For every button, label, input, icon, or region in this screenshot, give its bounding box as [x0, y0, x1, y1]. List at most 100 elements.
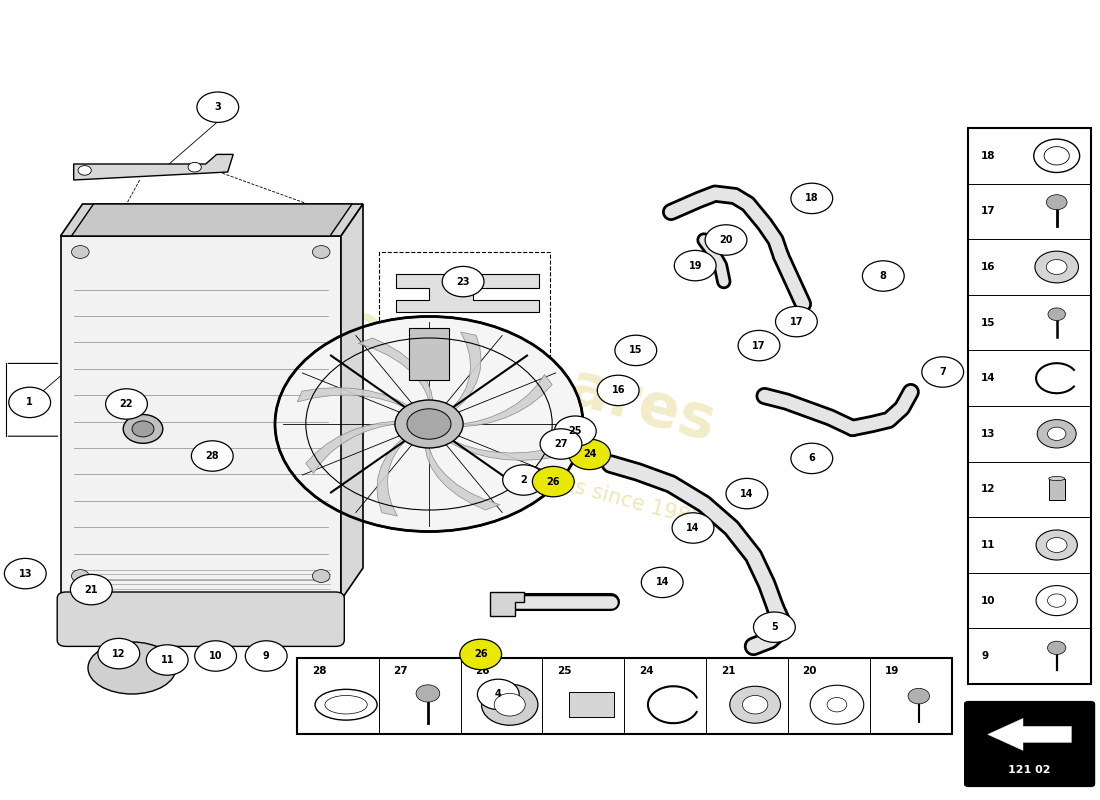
Text: 9: 9 [263, 651, 270, 661]
Text: 21: 21 [85, 585, 98, 594]
Polygon shape [306, 422, 396, 474]
Text: a passion for parts since 1985: a passion for parts since 1985 [395, 430, 705, 530]
Ellipse shape [275, 317, 583, 531]
Text: 15: 15 [629, 346, 642, 355]
Circle shape [862, 261, 904, 291]
Circle shape [477, 679, 519, 710]
Circle shape [811, 686, 864, 724]
Text: 15: 15 [981, 318, 996, 328]
Text: 24: 24 [639, 666, 653, 676]
Text: 3: 3 [214, 102, 221, 112]
Text: 6: 6 [808, 454, 815, 463]
Text: 12: 12 [981, 484, 996, 494]
Circle shape [1046, 194, 1067, 210]
Circle shape [754, 612, 795, 642]
Circle shape [726, 478, 768, 509]
Circle shape [146, 645, 188, 675]
Circle shape [1048, 308, 1066, 321]
Text: 10: 10 [981, 595, 996, 606]
Circle shape [1036, 586, 1077, 616]
Text: 28: 28 [206, 451, 219, 461]
Polygon shape [490, 592, 524, 616]
Circle shape [791, 183, 833, 214]
Circle shape [106, 389, 147, 419]
Text: 21: 21 [720, 666, 735, 676]
Circle shape [312, 246, 330, 258]
Text: 19: 19 [884, 666, 899, 676]
Circle shape [597, 375, 639, 406]
Circle shape [4, 558, 46, 589]
Circle shape [78, 166, 91, 175]
Bar [297, 658, 952, 734]
Circle shape [1047, 594, 1066, 607]
Circle shape [554, 416, 596, 446]
Ellipse shape [315, 690, 377, 720]
Text: 26: 26 [474, 650, 487, 659]
Text: 16: 16 [981, 262, 996, 272]
Circle shape [195, 641, 236, 671]
Circle shape [540, 429, 582, 459]
Ellipse shape [324, 695, 367, 714]
Text: eurospares: eurospares [333, 298, 723, 454]
Polygon shape [450, 440, 561, 460]
Polygon shape [297, 388, 408, 408]
Circle shape [729, 686, 781, 723]
Polygon shape [74, 154, 233, 180]
Bar [379, 252, 550, 364]
Text: 17: 17 [752, 341, 766, 350]
Text: 17: 17 [790, 317, 803, 326]
Polygon shape [359, 338, 433, 401]
Text: 28: 28 [311, 666, 327, 676]
Text: 13: 13 [19, 569, 32, 578]
Circle shape [1036, 530, 1077, 560]
Text: 27: 27 [554, 439, 568, 449]
Circle shape [674, 250, 716, 281]
Circle shape [1044, 146, 1069, 165]
Text: 13: 13 [981, 429, 996, 438]
FancyBboxPatch shape [965, 702, 1094, 786]
Text: 17: 17 [981, 206, 996, 217]
Polygon shape [988, 718, 1071, 750]
Ellipse shape [395, 400, 463, 448]
Circle shape [1035, 251, 1078, 283]
Circle shape [72, 246, 89, 258]
Circle shape [132, 421, 154, 437]
Polygon shape [341, 204, 363, 600]
Circle shape [1034, 139, 1079, 173]
Text: 23: 23 [456, 277, 470, 286]
Bar [1048, 478, 1065, 500]
Text: 22: 22 [120, 399, 133, 409]
Text: 14: 14 [686, 523, 700, 533]
Text: 121 02: 121 02 [1009, 765, 1050, 774]
Text: 18: 18 [805, 194, 818, 203]
Circle shape [70, 574, 112, 605]
Text: 14: 14 [740, 489, 754, 498]
Circle shape [791, 443, 833, 474]
Polygon shape [60, 204, 363, 236]
Circle shape [1046, 538, 1067, 553]
Polygon shape [409, 328, 449, 380]
Circle shape [503, 465, 544, 495]
Circle shape [922, 357, 964, 387]
Polygon shape [60, 236, 341, 600]
Polygon shape [72, 204, 352, 236]
Text: 11: 11 [161, 655, 174, 665]
Text: 1: 1 [26, 398, 33, 407]
Text: 7: 7 [939, 367, 946, 377]
Circle shape [776, 306, 817, 337]
Text: 20: 20 [719, 235, 733, 245]
Circle shape [9, 387, 51, 418]
Text: 25: 25 [558, 666, 572, 676]
Polygon shape [452, 332, 481, 410]
Circle shape [98, 638, 140, 669]
Text: 2: 2 [520, 475, 527, 485]
Circle shape [460, 639, 502, 670]
Circle shape [197, 92, 239, 122]
Text: 14: 14 [656, 578, 669, 587]
Circle shape [123, 414, 163, 443]
FancyBboxPatch shape [57, 592, 344, 646]
Circle shape [482, 684, 538, 726]
Text: 19: 19 [689, 261, 702, 270]
Text: 20: 20 [803, 666, 817, 676]
Text: 10: 10 [209, 651, 222, 661]
